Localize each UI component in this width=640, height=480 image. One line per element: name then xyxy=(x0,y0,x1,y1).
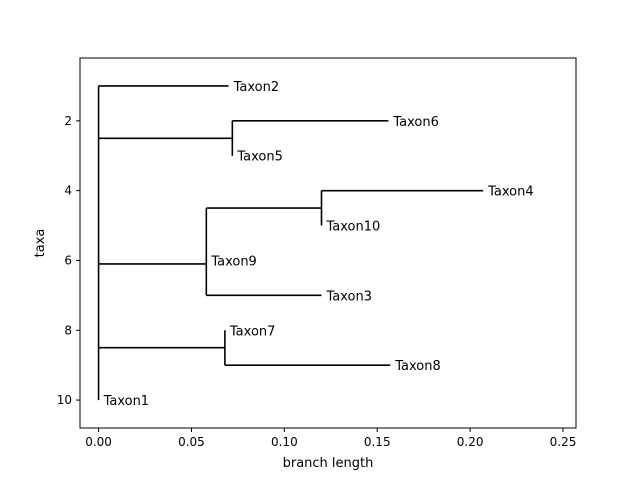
x-tick-label: 0.15 xyxy=(364,435,391,449)
taxon-label: Taxon6 xyxy=(392,115,439,130)
x-tick-label: 0.05 xyxy=(178,435,205,449)
taxon-label: Taxon2 xyxy=(233,80,280,95)
x-axis: 0.00 0.05 0.10 0.15 0.20 0.25 xyxy=(85,428,576,449)
taxon-label: Taxon1 xyxy=(103,394,150,409)
y-tick-label: 4 xyxy=(64,184,72,198)
x-tick-label: 0.10 xyxy=(271,435,298,449)
y-tick-label: 10 xyxy=(57,393,72,407)
x-tick-label: 0.25 xyxy=(550,435,577,449)
taxon-label: Taxon7 xyxy=(229,324,276,339)
plot-area-frame xyxy=(79,57,577,429)
taxon-labels: Taxon2 Taxon6 Taxon5 Taxon4 Taxon10 Taxon9 Tax… xyxy=(103,80,534,409)
taxon-label: Taxon8 xyxy=(394,359,441,374)
y-tick-label: 6 xyxy=(64,253,72,267)
y-axis: 2 4 6 8 10 xyxy=(57,114,80,407)
tree-branches xyxy=(97,85,484,401)
y-tick-label: 8 xyxy=(64,323,72,337)
x-tick-label: 0.20 xyxy=(457,435,484,449)
taxon-label: Taxon4 xyxy=(487,185,534,200)
x-tick-label: 0.00 xyxy=(85,435,112,449)
taxon-label: Taxon5 xyxy=(236,150,283,165)
taxon-label: Taxon3 xyxy=(325,289,372,304)
taxon-label: Taxon10 xyxy=(325,220,380,235)
y-tick-label: 2 xyxy=(64,114,72,128)
taxon-label: Taxon9 xyxy=(210,254,257,269)
y-axis-label: taxa xyxy=(33,229,48,258)
x-axis-label: branch length xyxy=(283,456,374,471)
